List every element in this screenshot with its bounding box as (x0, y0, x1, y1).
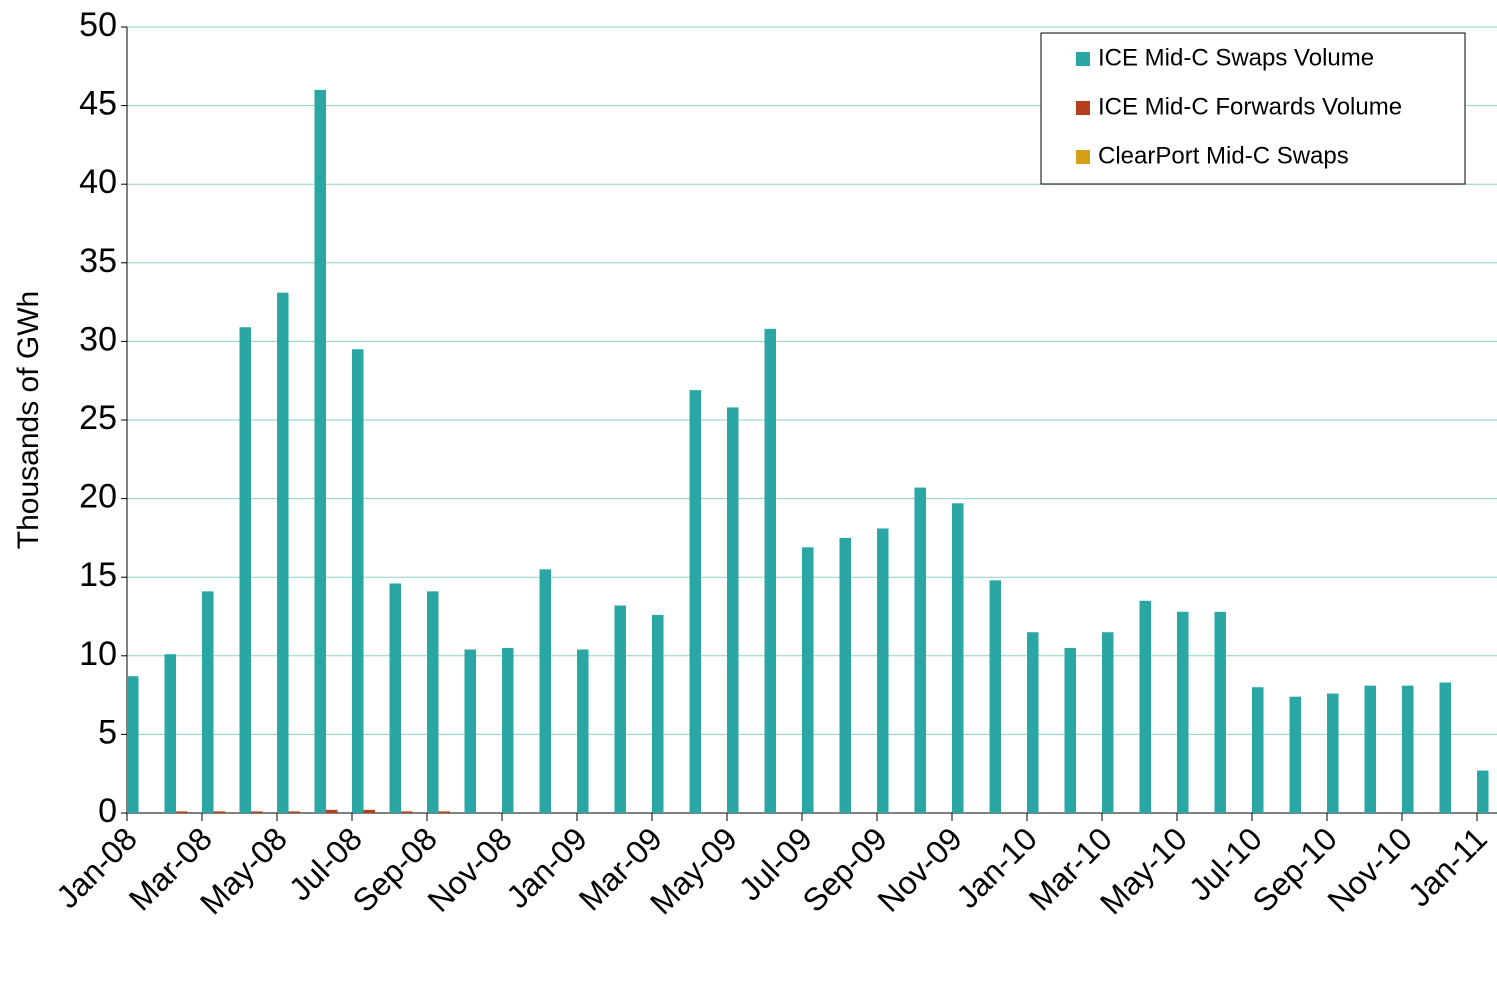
bar (1289, 696, 1301, 813)
legend-swatch (1076, 101, 1090, 115)
y-tick-label: 40 (79, 163, 117, 201)
x-tick-label: Nov-09 (871, 820, 969, 918)
y-tick-label: 50 (79, 6, 117, 44)
bar (277, 292, 289, 814)
bar (127, 676, 139, 813)
bar (1214, 611, 1226, 813)
bar (914, 487, 926, 813)
y-tick-label: 30 (79, 320, 117, 358)
y-tick-label: 20 (79, 478, 117, 516)
legend-swatch (1076, 150, 1090, 164)
legend-label: ICE Mid-C Swaps Volume (1098, 44, 1374, 71)
y-tick-label: 5 (98, 713, 117, 751)
y-tick-label: 10 (79, 635, 117, 673)
bar (326, 809, 338, 813)
bar (652, 614, 664, 813)
bar (401, 811, 413, 813)
bar (539, 569, 551, 813)
x-tick-label: Sep-10 (1246, 820, 1344, 918)
y-tick-label: 25 (79, 399, 117, 437)
bar (502, 647, 514, 813)
bar (802, 547, 814, 813)
bar (352, 349, 364, 813)
x-tick-label: Sep-09 (796, 820, 894, 918)
bar (1102, 632, 1114, 813)
bar (251, 811, 263, 813)
y-tick-label: 15 (79, 556, 117, 594)
bar (202, 591, 214, 813)
bar (1402, 685, 1414, 813)
bar (1439, 682, 1451, 813)
y-tick-label: 45 (79, 85, 117, 123)
bar (727, 407, 739, 813)
bar (1327, 693, 1339, 813)
bar (239, 327, 251, 813)
bar (1027, 632, 1039, 813)
bar (1064, 647, 1076, 813)
x-tick-label: Jan-11 (1401, 820, 1494, 913)
bar (577, 649, 589, 813)
bar (952, 503, 964, 813)
bar (1139, 600, 1151, 813)
bar (877, 528, 889, 813)
bar (176, 811, 188, 813)
bar (764, 328, 776, 813)
bar (614, 605, 626, 813)
bar (363, 809, 375, 813)
x-tick-label: Sep-08 (346, 820, 444, 918)
bar (213, 811, 225, 813)
legend-label: ICE Mid-C Forwards Volume (1098, 93, 1402, 120)
bar (989, 580, 1001, 813)
legend-box (1040, 32, 1466, 185)
bar (1177, 611, 1189, 813)
bar (1252, 687, 1264, 813)
bar (1364, 685, 1376, 813)
x-tick-label: Nov-08 (421, 820, 519, 918)
legend-label: ClearPort Mid-C Swaps (1098, 142, 1349, 169)
legend-swatch (1076, 52, 1090, 66)
x-tick-label: Nov-10 (1321, 820, 1419, 918)
y-tick-label: 0 (98, 792, 117, 830)
bar (438, 811, 450, 813)
y-tick-label: 35 (79, 242, 117, 280)
bar (464, 649, 476, 813)
bar (839, 537, 851, 813)
bar (389, 583, 401, 813)
bar (1477, 770, 1489, 813)
bar (164, 654, 176, 813)
bar (689, 390, 701, 813)
bar (427, 591, 439, 813)
bar (288, 811, 300, 813)
bar (314, 89, 326, 813)
y-axis-label: Thousands of GWh (12, 291, 45, 549)
